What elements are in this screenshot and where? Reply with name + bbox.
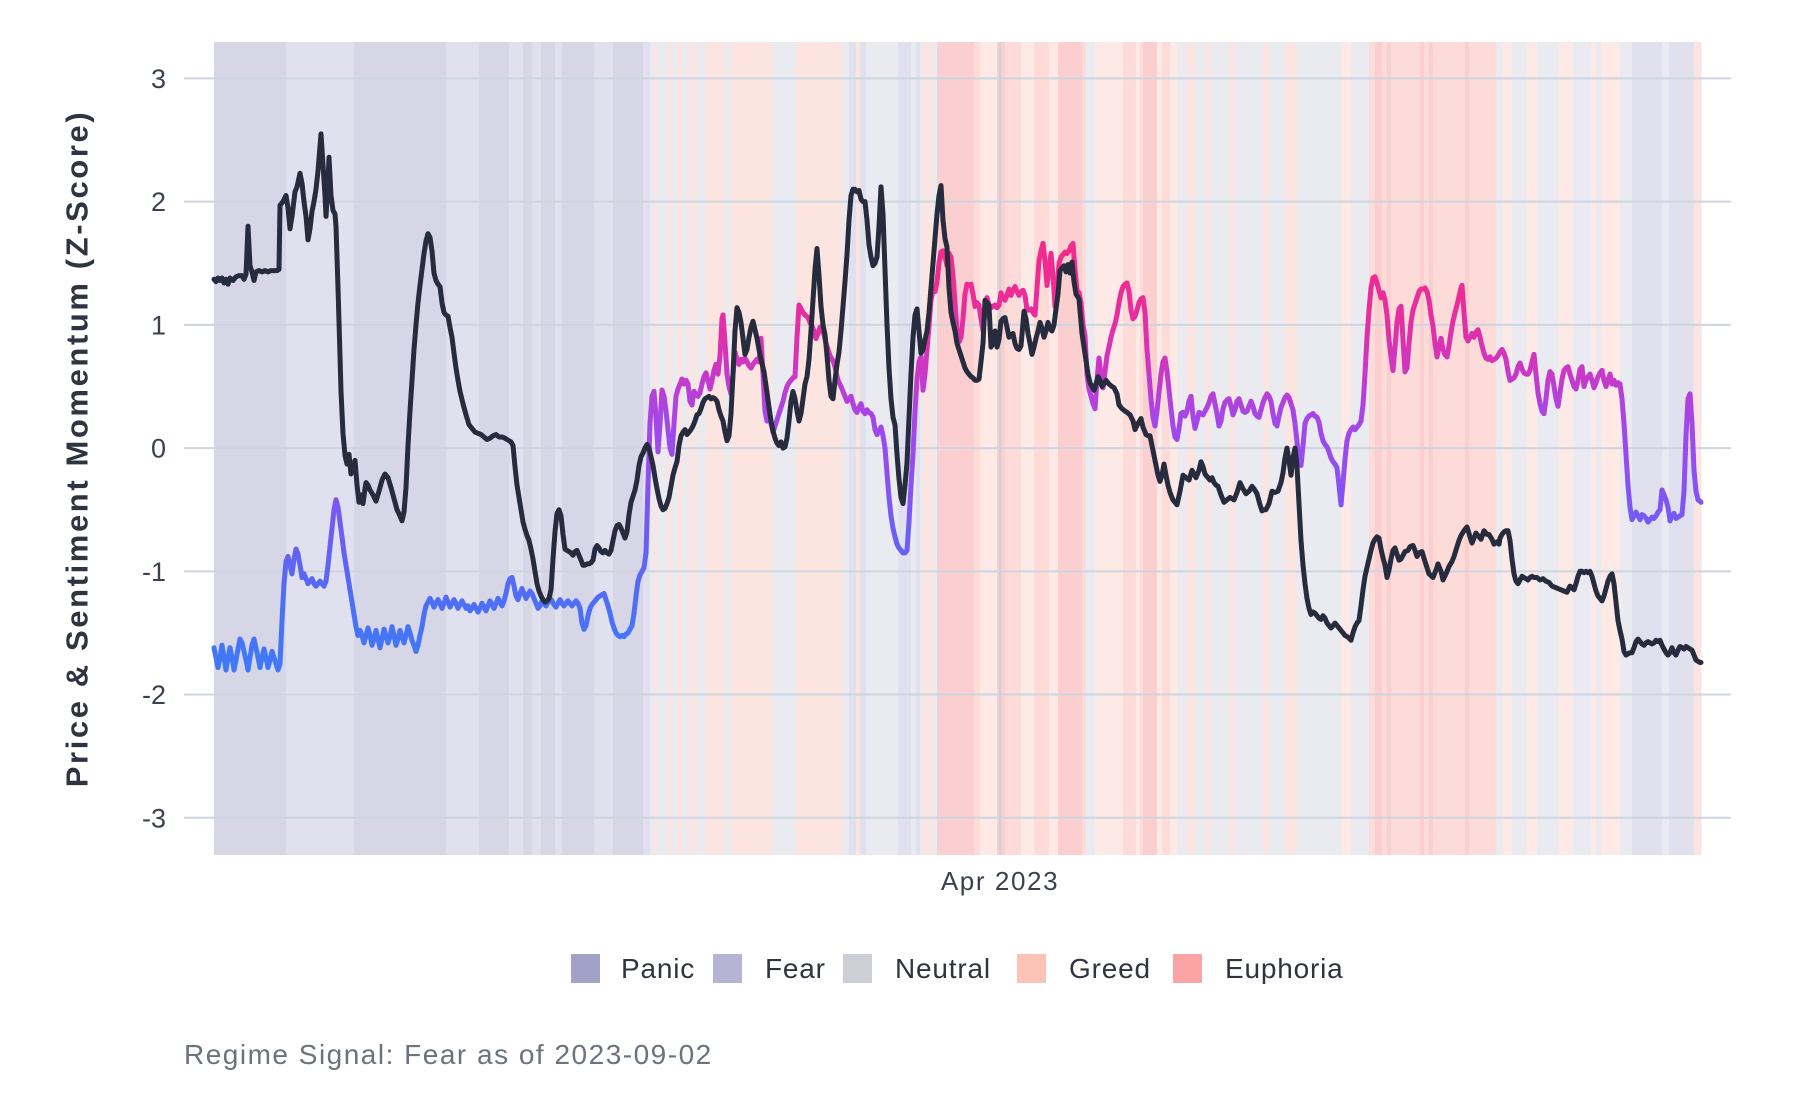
svg-text:Apr 2023: Apr 2023 [941, 866, 1059, 896]
svg-text:-1: -1 [142, 557, 166, 587]
svg-text:Regime Signal: Fear as of 2023: Regime Signal: Fear as of 2023-09-02 [184, 1039, 713, 1070]
svg-text:Greed: Greed [1069, 953, 1151, 984]
svg-text:Panic: Panic [621, 953, 695, 984]
svg-text:1: 1 [151, 310, 166, 340]
svg-text:2: 2 [151, 187, 166, 217]
svg-text:Price & Sentiment Momentum (Z-: Price & Sentiment Momentum (Z-Score) [60, 110, 95, 788]
svg-text:-3: -3 [142, 803, 166, 833]
svg-text:Euphoria: Euphoria [1225, 953, 1343, 984]
svg-text:3: 3 [151, 64, 166, 94]
svg-text:-2: -2 [142, 680, 166, 710]
svg-text:Neutral: Neutral [895, 953, 991, 984]
svg-text:0: 0 [151, 434, 166, 464]
svg-text:Fear: Fear [765, 953, 826, 984]
